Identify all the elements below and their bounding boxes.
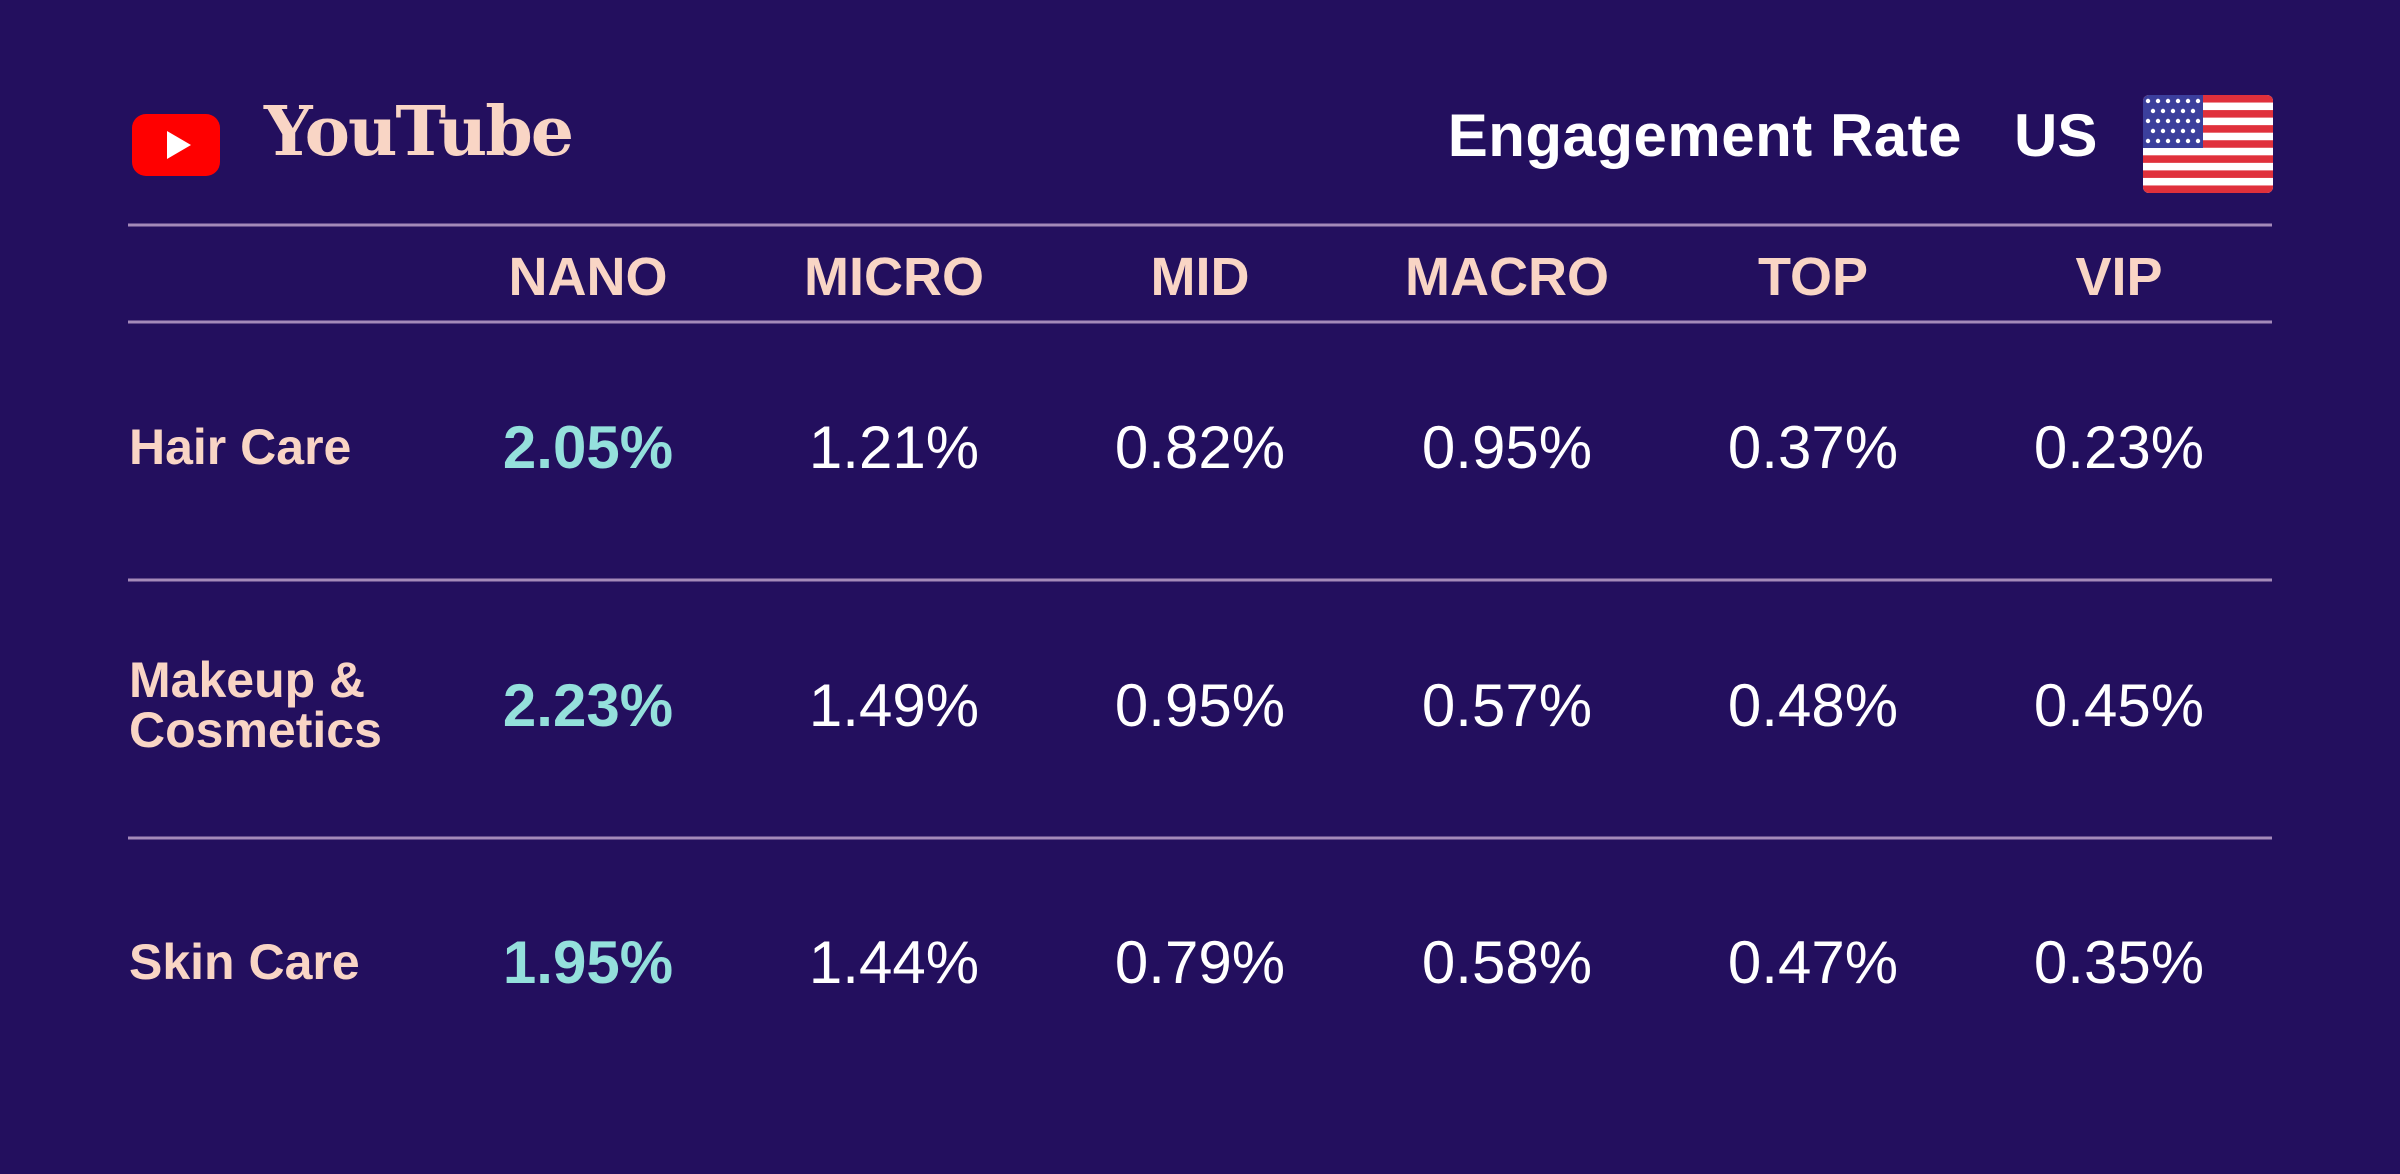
value-cell-nano: 2.05%: [503, 414, 673, 481]
value-cell-top: 0.37%: [1728, 414, 1898, 481]
platform-name: YouTube: [264, 92, 574, 172]
country-code: US: [2014, 102, 2098, 169]
value-cell-micro: 1.21%: [809, 414, 979, 481]
value-cell-vip: 0.45%: [2034, 672, 2204, 739]
value-cell-top: 0.47%: [1728, 929, 1898, 996]
value-cell-micro: 1.49%: [809, 672, 979, 739]
us-flag-icon: [2143, 95, 2273, 193]
youtube-play-icon: [132, 114, 220, 176]
row-label: Hair Care: [129, 419, 351, 475]
value-cell-mid: 0.95%: [1115, 672, 1285, 739]
row-label: Skin Care: [129, 934, 360, 990]
column-header-macro: MACRO: [1405, 247, 1609, 307]
value-cell-vip: 0.23%: [2034, 414, 2204, 481]
value-cell-macro: 0.95%: [1422, 414, 1592, 481]
metric-title: Engagement Rate: [1447, 102, 1962, 169]
column-header-nano: NANO: [509, 247, 668, 307]
value-cell-macro: 0.57%: [1422, 672, 1592, 739]
column-header-micro: MICRO: [804, 247, 984, 307]
value-cell-mid: 0.79%: [1115, 929, 1285, 996]
column-header-mid: MID: [1151, 247, 1250, 307]
value-cell-macro: 0.58%: [1422, 929, 1592, 996]
row-label: Makeup & Cosmetics: [129, 652, 382, 758]
value-cell-micro: 1.44%: [809, 929, 979, 996]
value-cell-nano: 1.95%: [503, 929, 673, 996]
value-cell-mid: 0.82%: [1115, 414, 1285, 481]
column-header-vip: VIP: [2075, 247, 2162, 307]
column-header-top: TOP: [1758, 247, 1868, 307]
value-cell-vip: 0.35%: [2034, 929, 2204, 996]
value-cell-nano: 2.23%: [503, 672, 673, 739]
value-cell-top: 0.48%: [1728, 672, 1898, 739]
